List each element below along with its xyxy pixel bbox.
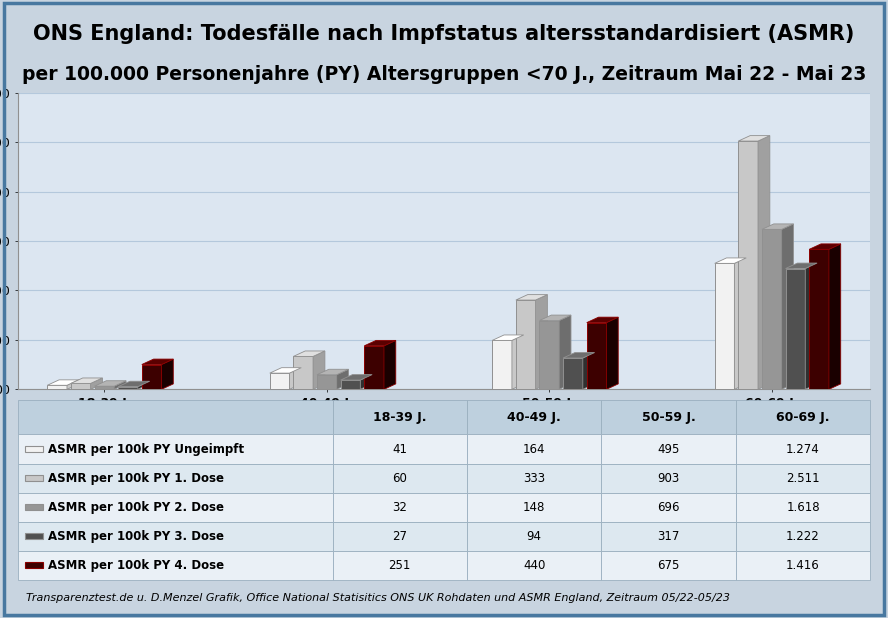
Polygon shape <box>337 370 348 389</box>
Bar <box>71 383 91 389</box>
Text: ASMR per 100k PY Ungeimpft: ASMR per 100k PY Ungeimpft <box>49 442 244 455</box>
Text: ONS England: Todesfälle nach Impfstatus altersstandardisiert (ASMR): ONS England: Todesfälle nach Impfstatus … <box>34 25 854 44</box>
Bar <box>293 357 313 389</box>
Polygon shape <box>94 381 126 386</box>
Polygon shape <box>47 380 79 385</box>
Polygon shape <box>738 135 770 141</box>
Polygon shape <box>364 341 396 346</box>
Polygon shape <box>67 380 79 389</box>
Polygon shape <box>540 315 571 321</box>
Polygon shape <box>270 368 301 373</box>
Text: ASMR per 100k PY 3. Dose: ASMR per 100k PY 3. Dose <box>49 530 225 543</box>
Bar <box>118 387 138 389</box>
Polygon shape <box>341 375 372 380</box>
Polygon shape <box>809 244 841 249</box>
Polygon shape <box>715 258 746 263</box>
Polygon shape <box>138 381 150 389</box>
Polygon shape <box>758 135 770 389</box>
Polygon shape <box>587 317 618 323</box>
Bar <box>516 300 535 389</box>
Text: per 100.000 Personenjahre (PY) Altersgruppen <70 J., Zeitraum Mai 22 - Mai 23: per 100.000 Personenjahre (PY) Altersgru… <box>22 65 866 83</box>
Bar <box>762 229 781 389</box>
Polygon shape <box>762 224 794 229</box>
Bar <box>563 358 583 389</box>
Bar <box>25 562 44 568</box>
Polygon shape <box>118 381 150 387</box>
Polygon shape <box>583 352 595 389</box>
Polygon shape <box>781 224 794 389</box>
Polygon shape <box>607 317 618 389</box>
Polygon shape <box>142 359 173 365</box>
Polygon shape <box>535 295 547 389</box>
Polygon shape <box>805 263 817 389</box>
Polygon shape <box>162 359 173 389</box>
Polygon shape <box>313 351 325 389</box>
Polygon shape <box>559 315 571 389</box>
Bar <box>341 380 361 389</box>
Polygon shape <box>384 341 396 389</box>
Polygon shape <box>511 335 524 389</box>
Polygon shape <box>563 352 595 358</box>
Bar <box>364 346 384 389</box>
Text: ASMR per 100k PY 1. Dose: ASMR per 100k PY 1. Dose <box>49 472 225 485</box>
Bar <box>94 386 115 389</box>
Text: ASMR per 100k PY 4. Dose: ASMR per 100k PY 4. Dose <box>49 559 225 572</box>
Bar <box>142 365 162 389</box>
Polygon shape <box>361 375 372 389</box>
Bar <box>738 141 758 389</box>
Bar <box>540 321 559 389</box>
Polygon shape <box>734 258 746 389</box>
Bar <box>25 475 44 481</box>
Bar <box>715 263 734 389</box>
Text: Transparenztest.de u. D.Menzel Grafik, Office National Statisitics ONS UK Rohdat: Transparenztest.de u. D.Menzel Grafik, O… <box>27 593 730 603</box>
Bar <box>587 323 607 389</box>
Polygon shape <box>293 351 325 357</box>
Bar <box>25 446 44 452</box>
Polygon shape <box>289 368 301 389</box>
Bar <box>25 533 44 539</box>
Polygon shape <box>492 335 524 341</box>
Bar <box>492 341 511 389</box>
Bar <box>270 373 289 389</box>
Polygon shape <box>115 381 126 389</box>
Polygon shape <box>516 295 547 300</box>
Bar <box>786 268 805 389</box>
Bar <box>317 375 337 389</box>
Polygon shape <box>786 263 817 268</box>
Bar <box>25 504 44 510</box>
Polygon shape <box>829 244 841 389</box>
Polygon shape <box>91 378 102 389</box>
Bar <box>47 385 67 389</box>
Bar <box>809 249 829 389</box>
Polygon shape <box>71 378 102 383</box>
Text: ASMR per 100k PY 2. Dose: ASMR per 100k PY 2. Dose <box>49 501 225 514</box>
Polygon shape <box>317 370 348 375</box>
